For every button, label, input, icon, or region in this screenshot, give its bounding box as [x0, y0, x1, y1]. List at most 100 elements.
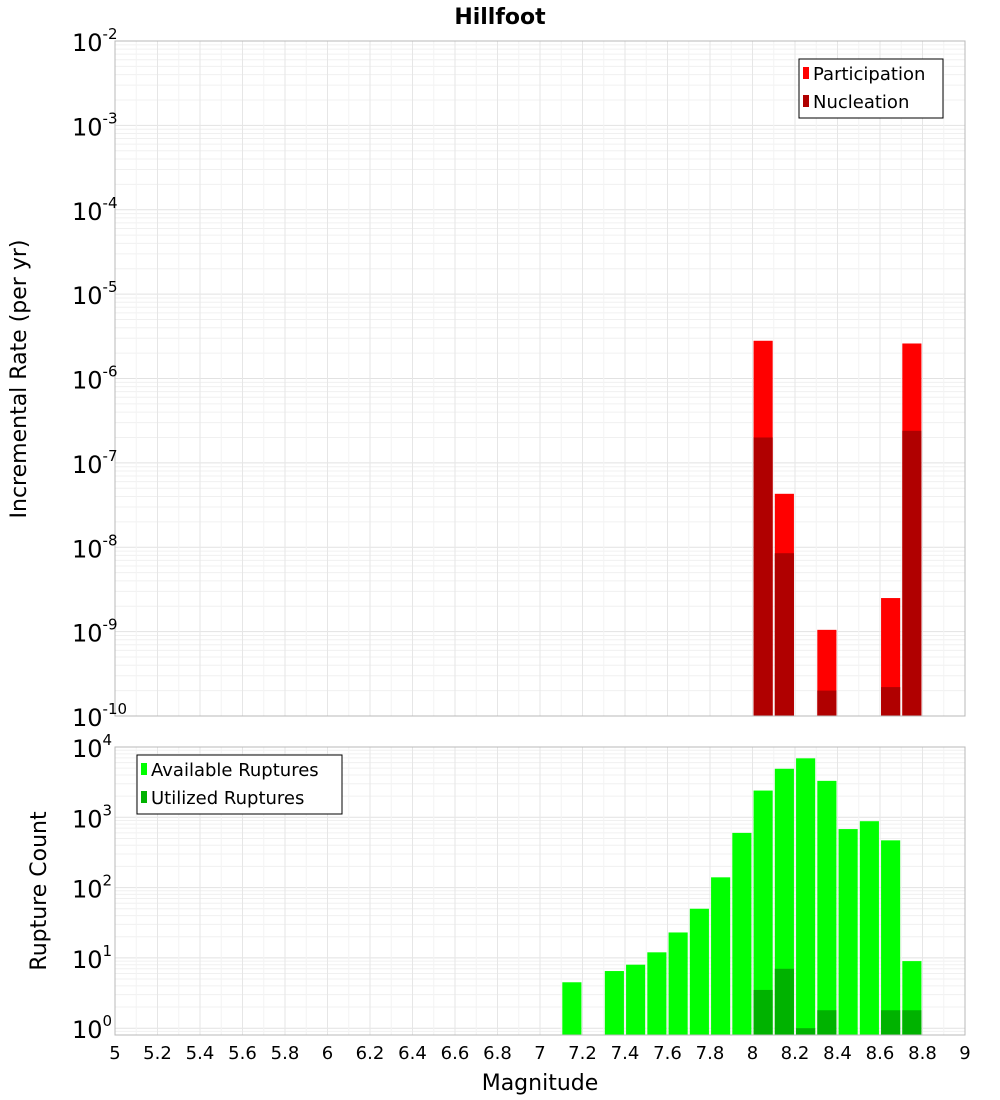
legend-swatch [803, 95, 809, 107]
chart-title: Hillfoot [454, 5, 546, 30]
bar-utilized-ruptures [774, 968, 794, 1035]
y-tick-base: 10 [72, 704, 103, 732]
bar-available-ruptures [753, 790, 773, 1035]
legend-label: Nucleation [813, 92, 909, 113]
y-tick-exponent: -4 [103, 194, 118, 212]
bottom-y-axis-label: Rupture Count [27, 811, 52, 971]
legend-swatch [141, 763, 147, 775]
x-tick-label: 5.2 [143, 1043, 172, 1064]
bar-utilized-ruptures [902, 1010, 922, 1035]
y-tick-base: 10 [72, 620, 103, 648]
plot-frame-0 [114, 40, 966, 717]
y-tick-exponent: -7 [103, 447, 118, 465]
bar-available-ruptures [711, 877, 731, 1035]
y-tick-exponent: -2 [103, 25, 118, 43]
y-tick-label-0: 10-10 [72, 700, 127, 732]
y-tick-label-0: 10-2 [72, 25, 118, 57]
y-tick-exponent: 4 [103, 731, 113, 749]
y-tick-exponent: -8 [103, 531, 118, 549]
x-tick-label: 8.8 [908, 1043, 937, 1064]
y-tick-base: 10 [72, 946, 103, 974]
y-tick-base: 10 [72, 451, 103, 479]
legend-swatch [803, 67, 809, 79]
y-tick-exponent: -3 [103, 109, 118, 127]
x-tick-label: 5.6 [228, 1043, 257, 1064]
bar-nucleation [902, 430, 922, 716]
plot-frame-1 [114, 746, 966, 1036]
y-tick-label-0: 10-6 [72, 363, 118, 395]
x-tick-label: 5 [109, 1043, 120, 1064]
bar-available-ruptures [796, 758, 816, 1035]
bar-available-ruptures [838, 829, 858, 1035]
y-tick-label-1: 101 [72, 942, 112, 974]
bar-participation [881, 598, 901, 716]
y-tick-label-0: 10-4 [72, 194, 118, 226]
legend-label: Utilized Ruptures [151, 788, 304, 809]
y-tick-label-1: 100 [72, 1012, 112, 1044]
y-tick-base: 10 [72, 735, 103, 763]
bar-nucleation [774, 553, 794, 716]
y-tick-exponent: 0 [103, 1012, 113, 1030]
x-tick-label: 7 [534, 1043, 545, 1064]
y-tick-base: 10 [72, 367, 103, 395]
bar-utilized-ruptures [753, 989, 773, 1035]
x-tick-label: 6 [322, 1043, 333, 1064]
x-tick-label: 8.6 [866, 1043, 895, 1064]
y-tick-base: 10 [72, 198, 103, 226]
x-tick-label: 6.4 [398, 1043, 427, 1064]
y-tick-exponent: 2 [103, 872, 113, 890]
bar-available-ruptures [647, 952, 667, 1035]
y-tick-base: 10 [72, 1016, 103, 1044]
x-tick-label: 6.2 [356, 1043, 385, 1064]
bar-available-ruptures [817, 780, 837, 1035]
bar-available-ruptures [562, 982, 582, 1035]
x-tick-label: 5.4 [186, 1043, 215, 1064]
y-tick-label-0: 10-5 [72, 278, 118, 310]
y-tick-exponent: 1 [103, 942, 113, 960]
bar-utilized-ruptures [817, 1010, 837, 1035]
bar-utilized-ruptures [881, 1010, 901, 1035]
x-tick-label: 8.4 [823, 1043, 852, 1064]
top-y-axis-label: Incremental Rate (per yr) [7, 240, 32, 519]
x-tick-label: 7.2 [568, 1043, 597, 1064]
y-tick-exponent: -6 [103, 363, 118, 381]
bar-available-ruptures [881, 840, 901, 1035]
y-tick-exponent: -10 [103, 700, 128, 718]
legend-box-1 [136, 754, 343, 815]
plot-layer: 10-210-310-410-510-610-710-810-910-10Par… [72, 25, 971, 1064]
y-tick-exponent: -5 [103, 278, 118, 296]
y-tick-label-0: 10-3 [72, 109, 118, 141]
legend-label: Available Ruptures [151, 760, 319, 781]
bar-nucleation [753, 437, 773, 716]
x-tick-label: 6.6 [441, 1043, 470, 1064]
bar-nucleation [881, 687, 901, 716]
y-tick-base: 10 [72, 805, 103, 833]
x-tick-label: 8 [747, 1043, 758, 1064]
x-tick-label: 7.4 [611, 1043, 640, 1064]
bar-available-ruptures [859, 821, 879, 1035]
bar-available-ruptures [774, 768, 794, 1035]
x-tick-label: 5.8 [271, 1043, 300, 1064]
y-tick-base: 10 [72, 876, 103, 904]
y-tick-base: 10 [72, 535, 103, 563]
y-tick-base: 10 [72, 113, 103, 141]
x-tick-label: 7.6 [653, 1043, 682, 1064]
bar-available-ruptures [604, 971, 624, 1035]
bar-utilized-ruptures [796, 1028, 816, 1035]
bar-nucleation [817, 690, 837, 716]
x-tick-label: 8.2 [781, 1043, 810, 1064]
y-tick-label-1: 103 [72, 801, 112, 833]
y-tick-base: 10 [72, 282, 103, 310]
y-tick-label-0: 10-9 [72, 616, 118, 648]
legend-label: Participation [813, 64, 925, 85]
y-tick-exponent: -9 [103, 616, 118, 634]
y-tick-base: 10 [72, 29, 103, 57]
x-tick-label: 6.8 [483, 1043, 512, 1064]
bar-available-ruptures [626, 964, 646, 1035]
x-tick-label: 7.8 [696, 1043, 725, 1064]
y-tick-exponent: 3 [103, 801, 113, 819]
legend-box-0 [798, 58, 944, 119]
y-tick-label-0: 10-8 [72, 531, 118, 563]
x-axis-label: Magnitude [482, 1071, 599, 1096]
